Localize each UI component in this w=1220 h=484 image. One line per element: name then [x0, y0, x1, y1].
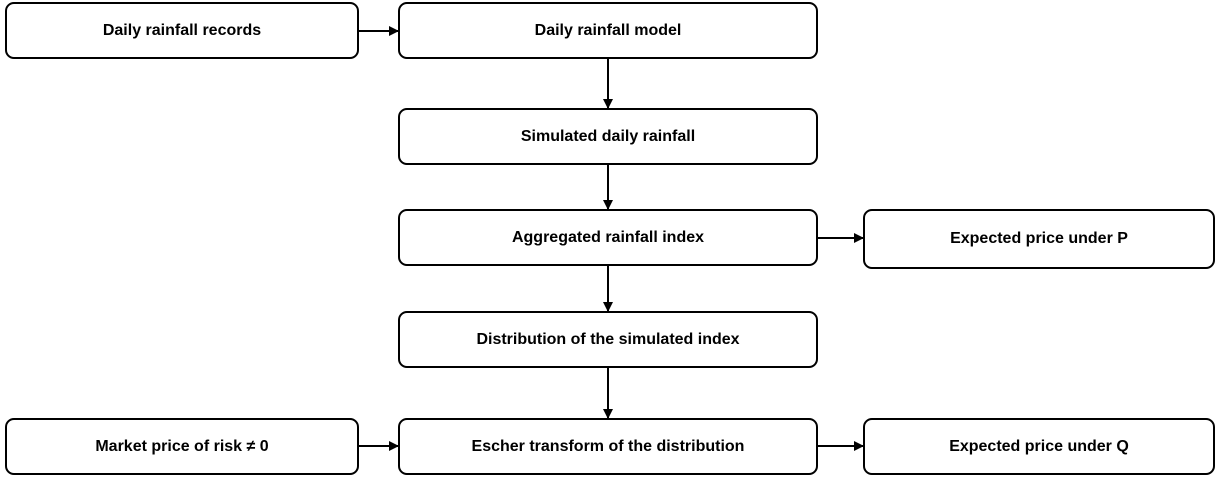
- node-label: Distribution of the simulated index: [476, 331, 739, 348]
- node-label: Expected price under Q: [949, 438, 1129, 455]
- node-label: Expected price under P: [950, 230, 1128, 247]
- node-box: [863, 418, 1215, 475]
- node-label: Daily rainfall model: [535, 22, 682, 39]
- node-label: Aggregated rainfall index: [512, 229, 704, 246]
- node-label: Market price of risk ≠ 0: [95, 438, 268, 455]
- node-box: [863, 209, 1215, 269]
- labels: Daily rainfall records Daily rainfall mo…: [95, 22, 1128, 455]
- boxes: [5, 2, 1215, 475]
- node-label: Simulated daily rainfall: [521, 128, 695, 145]
- arrows: [358, 26, 864, 451]
- node-label: Escher transform of the distribution: [472, 438, 745, 455]
- node-label: Daily rainfall records: [103, 22, 261, 39]
